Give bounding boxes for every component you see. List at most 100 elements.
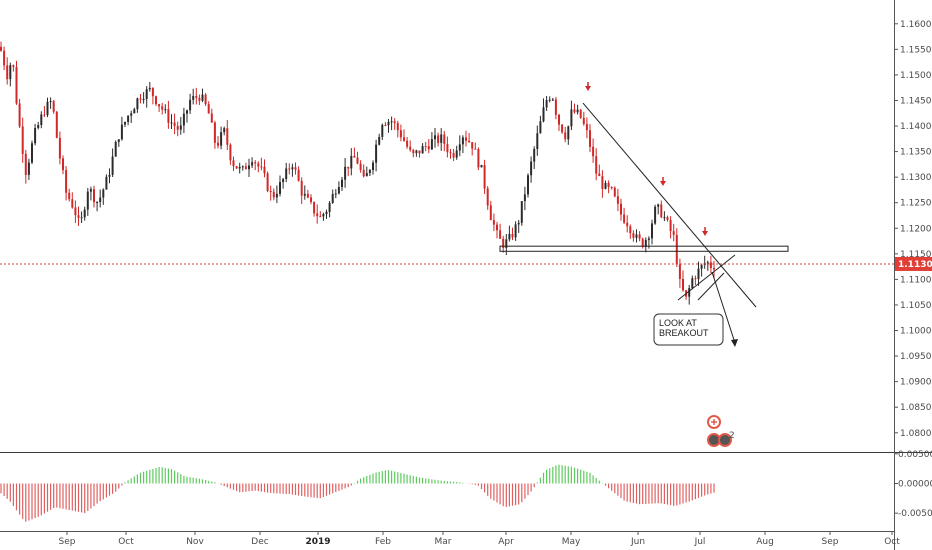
candle-body bbox=[561, 124, 564, 133]
time-axis[interactable]: Sep Oct Nov Dec 2019 Feb Mar Apr May Jun Jul Aug Sep… bbox=[59, 531, 901, 547]
candle-body bbox=[465, 137, 467, 141]
candle-body bbox=[709, 262, 712, 269]
candle-body bbox=[347, 166, 350, 169]
candle-body bbox=[6, 65, 9, 80]
candle-body bbox=[204, 94, 207, 105]
candle-body bbox=[83, 209, 86, 218]
candle-body bbox=[517, 222, 520, 225]
candle-body bbox=[334, 193, 337, 195]
candle-body bbox=[480, 165, 483, 168]
candle-body bbox=[18, 103, 21, 127]
candle-body bbox=[706, 262, 709, 264]
candle-body bbox=[533, 148, 536, 162]
oscillator-tick-label: 0.00000 bbox=[898, 479, 932, 489]
candle-body bbox=[266, 173, 269, 192]
candle-body bbox=[384, 124, 387, 126]
candle-body bbox=[468, 140, 471, 143]
candle-body bbox=[434, 135, 436, 140]
candlestick-series bbox=[0, 41, 715, 305]
candle-body bbox=[644, 239, 647, 247]
candle-body bbox=[170, 122, 173, 124]
candle-body bbox=[43, 114, 46, 116]
candle-body bbox=[461, 137, 464, 145]
candle-body bbox=[220, 132, 223, 146]
candle-body bbox=[427, 146, 430, 150]
candle-body bbox=[713, 268, 715, 270]
candle-body bbox=[592, 146, 595, 157]
current-price-label: 1.11302 bbox=[898, 260, 932, 270]
candle-body bbox=[638, 234, 641, 239]
time-tick-label: May bbox=[562, 537, 581, 547]
candle-body bbox=[589, 130, 591, 147]
candle-body bbox=[527, 175, 529, 195]
candle-body bbox=[353, 155, 356, 158]
candle-body bbox=[573, 109, 576, 113]
candle-body bbox=[127, 115, 130, 123]
candle-body bbox=[647, 238, 650, 240]
candle-body bbox=[244, 166, 247, 170]
candle-body bbox=[430, 139, 433, 150]
candle-body bbox=[362, 169, 365, 177]
news-icon bbox=[718, 433, 732, 447]
candle-body bbox=[449, 152, 452, 154]
price-tick-label: 1.09500 bbox=[900, 352, 932, 362]
candle-body bbox=[632, 233, 635, 238]
candle-body bbox=[601, 176, 604, 189]
candle-body bbox=[198, 97, 201, 101]
candle-body bbox=[458, 144, 461, 151]
price-axis[interactable]: 1.16000 1.15500 1.15000 1.14500 1.14000 1.135… bbox=[894, 20, 932, 439]
candle-body bbox=[145, 89, 148, 100]
candle-body bbox=[564, 132, 567, 140]
candle-body bbox=[176, 126, 179, 130]
candle-body bbox=[248, 165, 250, 170]
candle-body bbox=[585, 123, 588, 131]
candle-body bbox=[229, 144, 232, 161]
candle-body bbox=[142, 99, 145, 101]
event-badges[interactable]: 2 bbox=[707, 415, 735, 447]
time-tick-label: Mar bbox=[435, 537, 452, 547]
candle-body bbox=[251, 162, 254, 166]
candle-body bbox=[89, 189, 92, 192]
price-tick-label: 1.14500 bbox=[900, 96, 932, 106]
candle-body bbox=[669, 219, 672, 232]
annotation-callout[interactable]: LOOK AT BREAKOUT bbox=[653, 313, 724, 346]
candle-body bbox=[452, 153, 455, 158]
candle-body bbox=[96, 201, 99, 203]
candle-body bbox=[102, 189, 105, 198]
candle-body bbox=[418, 150, 421, 154]
candle-body bbox=[310, 197, 312, 202]
candle-body bbox=[46, 101, 49, 115]
candle-body bbox=[0, 46, 2, 51]
candle-body bbox=[403, 137, 405, 141]
candle-body bbox=[114, 141, 117, 157]
candle-body bbox=[182, 113, 185, 126]
price-tick-label: 1.10000 bbox=[900, 327, 932, 337]
time-tick-label: Jul bbox=[694, 537, 706, 547]
candle-body bbox=[167, 109, 170, 123]
candle-body bbox=[325, 211, 328, 215]
candle-body bbox=[213, 122, 216, 143]
candle-body bbox=[651, 223, 653, 239]
candle-body bbox=[52, 101, 55, 112]
candle-body bbox=[232, 160, 235, 167]
candle-body bbox=[381, 124, 384, 137]
candle-body bbox=[207, 104, 210, 114]
candle-body bbox=[514, 224, 517, 238]
candle-body bbox=[437, 135, 440, 143]
time-tick-label: Oct bbox=[118, 537, 134, 547]
candle-body bbox=[173, 122, 176, 127]
projection-arrow bbox=[711, 271, 736, 344]
candle-body bbox=[629, 226, 632, 234]
drawing-tools[interactable] bbox=[499, 82, 789, 347]
candle-body bbox=[576, 109, 579, 113]
candle-body bbox=[105, 176, 108, 190]
candle-body bbox=[610, 187, 613, 189]
candle-body bbox=[620, 203, 622, 215]
candle-body bbox=[539, 121, 542, 134]
candle-body bbox=[375, 144, 378, 163]
current-price-badge: 1.11302 bbox=[895, 256, 932, 271]
oscillator-axis[interactable]: 0.00500 0.00000 -0.00500 bbox=[894, 450, 932, 519]
candle-body bbox=[37, 124, 40, 128]
candle-body bbox=[387, 121, 390, 126]
